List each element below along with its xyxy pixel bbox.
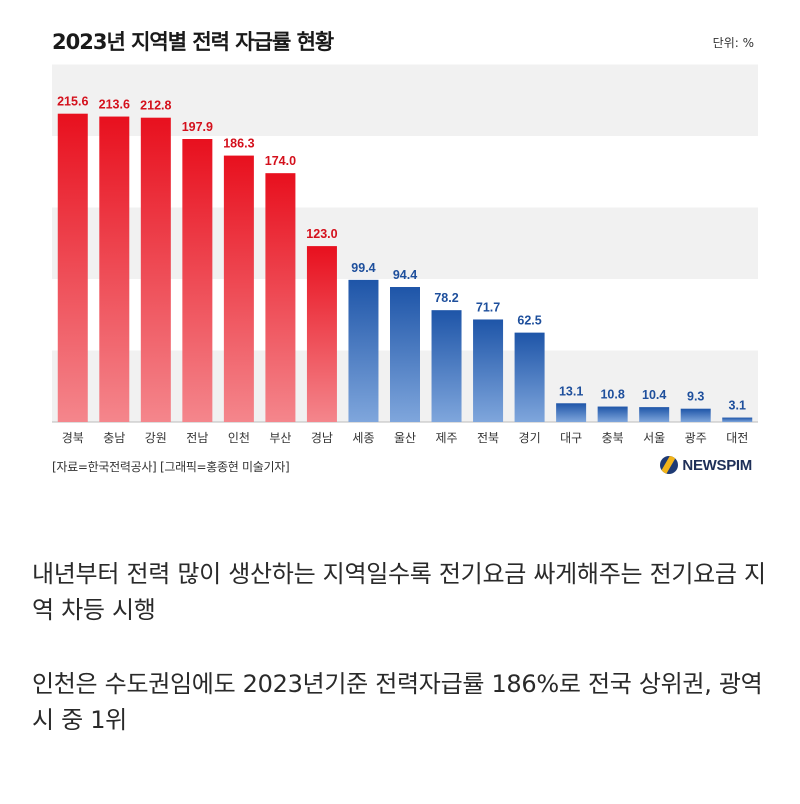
bar-부산 [265,173,296,422]
category-label: 경남 [311,431,333,445]
bars [57,113,753,423]
chart-title: 2023년 지역별 전력 자급률 현황 [52,30,334,54]
category-label: 경기 [519,431,541,445]
category-label: 충남 [103,431,125,445]
bar-충북 [597,406,628,422]
bar-전남 [182,139,213,423]
value-label: 10.8 [600,388,624,402]
brand: NEWSPIM [660,456,752,474]
source-note: [자료=한국전력공사] [그래픽=홍종현 미술기자] [52,460,290,474]
value-label: 94.4 [393,268,417,282]
unit-label: 단위: % [712,36,754,50]
bar-경북 [57,113,88,422]
category-label: 대전 [726,431,748,445]
value-label: 62.5 [517,314,541,328]
value-label: 174.0 [265,154,296,168]
newspim-logo-icon [660,456,679,474]
category-labels: 경북 충남 강원 전남 인천 부산 경남 세종 울산 제주 전북 경기 대구 충북 서울 광주 대전 [62,430,749,445]
category-label: 광주 [685,431,707,445]
bar-서울 [639,407,670,422]
category-label: 대구 [560,431,582,445]
bar-대전 [722,417,753,422]
category-label: 인천 [228,430,250,445]
bar-광주 [680,408,711,422]
bar-충남 [99,116,130,422]
value-label: 3.1 [729,399,746,413]
bar-전북 [473,319,504,422]
bar-경기 [514,332,545,422]
value-label: 9.3 [687,390,704,404]
category-label: 전북 [477,431,499,445]
value-label: 78.2 [434,291,458,305]
value-label: 215.6 [57,95,88,109]
value-label: 71.7 [476,300,500,314]
value-label: 212.8 [140,99,171,113]
category-label: 제주 [435,431,457,445]
category-label: 부산 [269,431,291,445]
article-text: 내년부터 전력 많이 생산하는 지역일수록 전기요금 싸게해주는 전기요금 지역… [32,556,782,776]
bar-강원 [140,117,171,423]
value-labels: 215.6 213.6 212.8 197.9 186.3 174.0 123.0 99.4 9… [57,95,746,413]
value-label: 213.6 [99,98,130,112]
article-paragraph-1: 내년부터 전력 많이 생산하는 지역일수록 전기요금 싸게해주는 전기요금 지역… [32,560,766,624]
bar-세종 [348,279,379,422]
value-label: 186.3 [223,137,254,151]
bar-chart: 215.6 213.6 212.8 197.9 186.3 174.0 123.0 99.4 9… [52,64,758,445]
value-label: 10.4 [642,388,666,402]
bar-제주 [431,310,462,422]
chart-card: 215.6 213.6 212.8 197.9 186.3 174.0 123.0 99.4 9… [0,0,800,500]
bar-경남 [306,246,337,422]
article-paragraph-2: 인천은 수도권임에도 2023년기준 전력자급률 186%로 전국 상위권, 광… [32,670,763,734]
bar-인천 [223,155,254,422]
category-label: 세종 [352,431,374,445]
brand-name: NEWSPIM [682,456,752,474]
value-label: 197.9 [182,120,213,134]
value-label: 13.1 [559,384,583,398]
bar-울산 [390,287,420,422]
bar-대구 [556,403,587,422]
category-label: 울산 [394,431,416,445]
category-label: 충북 [602,431,624,445]
category-label: 전남 [186,431,208,445]
value-label: 99.4 [351,261,375,275]
value-label: 123.0 [306,227,337,241]
category-label: 서울 [643,431,665,445]
category-label: 강원 [145,431,167,445]
category-label: 경북 [62,431,84,445]
